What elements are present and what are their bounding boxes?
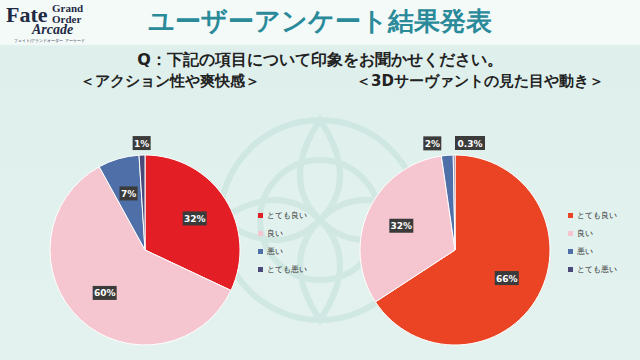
svg-text:0.3%: 0.3% — [458, 139, 483, 149]
html-text:悪い: 悪い — [267, 247, 283, 256]
html-text:フェイト/グランドオーダー アーケード: フェイト/グランドオーダー アーケード — [14, 38, 85, 43]
html-text:とても良い: とても良い — [577, 211, 617, 220]
html-text:Grand: Grand — [52, 2, 84, 14]
svg-text:1%: 1% — [134, 139, 149, 149]
html-text:ユーザーアンケート結果発表: ユーザーアンケート結果発表 — [148, 6, 492, 36]
html-text:＜アクション性や爽快感＞: ＜アクション性や爽快感＞ — [80, 72, 260, 90]
svg-text:7%: 7% — [121, 189, 136, 199]
html-text:とても悪い: とても悪い — [267, 265, 307, 274]
html-text:Arcade: Arcade — [32, 22, 74, 37]
svg-text:32%: 32% — [391, 221, 413, 231]
html-text:＜3Dサーヴァントの見た目や動き＞: ＜3Dサーヴァントの見た目や動き＞ — [356, 72, 604, 90]
html-text:とても悪い: とても悪い — [577, 265, 617, 274]
svg-text:2%: 2% — [425, 139, 440, 149]
html-text:とても良い: とても良い — [267, 211, 307, 220]
html-text:良い: 良い — [577, 229, 593, 238]
html-text:Fate: Fate — [6, 2, 48, 27]
svg-text:60%: 60% — [94, 288, 116, 298]
html-text:良い: 良い — [267, 229, 283, 238]
html-text:悪い: 悪い — [577, 247, 593, 256]
html-text:Order: Order — [52, 13, 82, 25]
html-text:Q：下記の項目について印象をお聞かせください。: Q：下記の項目について印象をお聞かせください。 — [137, 50, 503, 69]
svg-text:66%: 66% — [496, 274, 518, 284]
svg-text:32%: 32% — [184, 214, 206, 224]
